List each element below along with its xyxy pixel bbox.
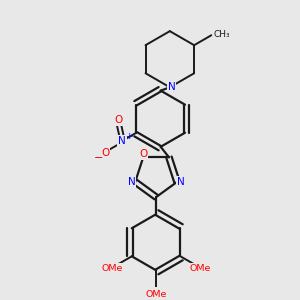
- Text: OMe: OMe: [146, 290, 167, 298]
- Text: O: O: [115, 115, 123, 125]
- Text: OMe: OMe: [101, 264, 122, 273]
- Text: OMe: OMe: [190, 264, 211, 273]
- Text: N: N: [177, 177, 184, 187]
- Text: N: N: [168, 82, 176, 92]
- Text: N: N: [118, 136, 126, 146]
- Text: −: −: [94, 153, 104, 163]
- Text: O: O: [101, 148, 109, 158]
- Text: CH₃: CH₃: [214, 30, 230, 39]
- Text: +: +: [125, 132, 132, 141]
- Text: N: N: [128, 177, 135, 187]
- Text: O: O: [139, 149, 147, 159]
